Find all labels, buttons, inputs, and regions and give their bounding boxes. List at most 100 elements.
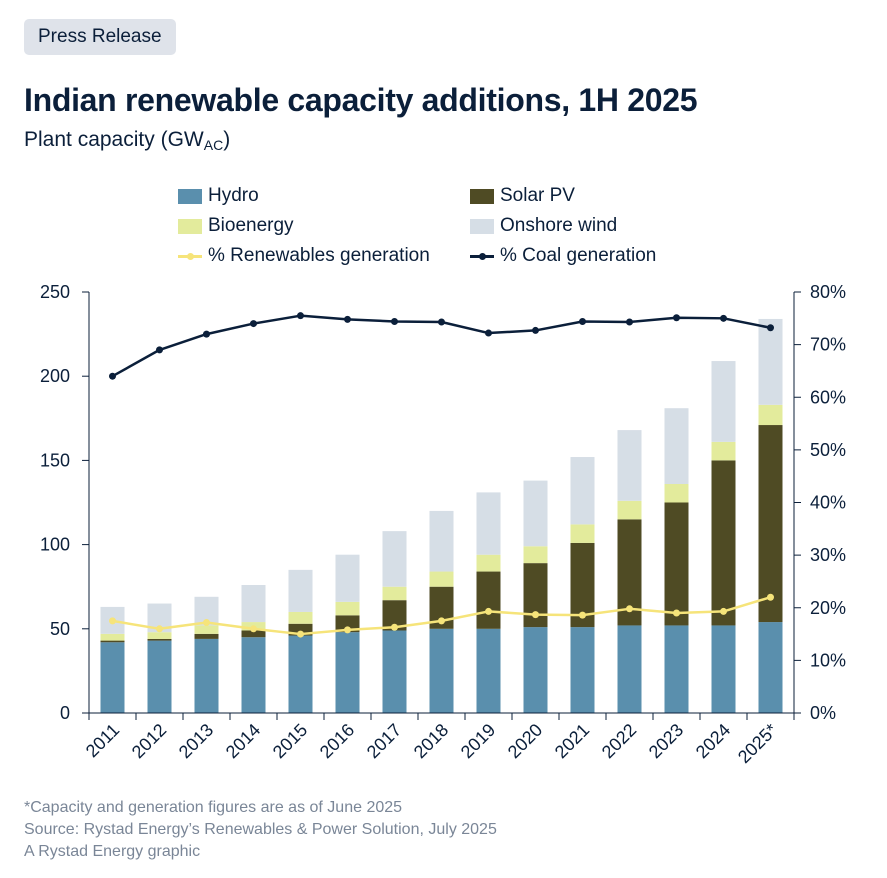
bar-hydro-2017 (382, 630, 407, 713)
bar-solar-2015 (288, 623, 313, 636)
left-tick-label: 0 (60, 703, 70, 723)
point-coal-2023 (673, 314, 680, 322)
x-tick-label: 2011 (82, 720, 124, 762)
bar-bioenergy-2025 (758, 404, 783, 426)
capacity-chart: 0 50 100 150 200 250 0% 10% 20% 30% 40% 50% 60% 70% 80… (40, 282, 846, 767)
bar-solar-2023 (664, 502, 689, 626)
x-tick-label: 2017 (363, 720, 405, 762)
point-renewables-2019 (485, 607, 492, 615)
bar-wind-2021 (570, 457, 595, 525)
bar-bioenergy-2011 (100, 633, 125, 641)
bar-bioenergy-2013 (194, 625, 219, 634)
legend-label-bioenergy: Bioenergy (208, 215, 294, 236)
bar-solar-2013 (194, 633, 219, 639)
x-tick-label: 2023 (645, 720, 687, 762)
bar-wind-2019 (476, 492, 501, 555)
x-tick-label: 2024 (692, 720, 734, 762)
bar-wind-2017 (382, 531, 407, 587)
bar-hydro-2025 (758, 622, 783, 713)
point-renewables-2013 (203, 618, 210, 626)
bar-hydro-2015 (288, 635, 313, 713)
point-coal-2014 (250, 320, 257, 328)
bar-hydro-2020 (523, 627, 548, 713)
point-renewables-2017 (391, 623, 398, 631)
x-tick-label: 2012 (128, 720, 170, 762)
chart-title: Indian renewable capacity additions, 1H … (24, 82, 698, 118)
legend-hydro: Hydro (178, 185, 259, 207)
left-tick-label: 100 (40, 535, 70, 555)
bar-hydro-2021 (570, 627, 595, 713)
legend-coal-line: % Coal generation (470, 245, 656, 267)
x-tick-label: 2020 (504, 720, 546, 762)
bar-solar-2019 (476, 571, 501, 629)
subtitle-subscript: AC (203, 137, 224, 153)
legend-bioenergy: Bioenergy (178, 215, 294, 237)
bar-hydro-2019 (476, 628, 501, 713)
point-coal-2018 (438, 318, 445, 326)
left-tick-label: 50 (50, 619, 70, 639)
bar-wind-2023 (664, 408, 689, 484)
bar-hydro-2022 (617, 625, 642, 713)
left-tick-label: 150 (40, 450, 70, 470)
x-tick-label: 2022 (598, 720, 640, 762)
bar-bioenergy-2023 (664, 483, 689, 503)
bar-hydro-2011 (100, 642, 125, 713)
bar-wind-2020 (523, 480, 548, 547)
legend-solar: Solar PV (470, 185, 575, 207)
bar-hydro-2013 (194, 638, 219, 713)
bar-hydro-2024 (711, 625, 736, 713)
point-renewables-2023 (673, 609, 680, 617)
footer-note: *Capacity and generation figures are as … (24, 799, 403, 816)
chart-subtitle: Plant capacity (GWAC) (24, 128, 230, 153)
x-tick-label: 2019 (457, 720, 499, 762)
footer-source: Source: Rystad Energy’s Renewables & Pow… (24, 821, 497, 838)
legend-wind: Onshore wind (470, 215, 617, 237)
point-renewables-2024 (720, 607, 727, 615)
right-tick-label: 40% (810, 493, 846, 513)
x-tick-label: 2025* (734, 720, 781, 767)
subtitle-end: ) (223, 128, 231, 151)
right-tick-label: 50% (810, 440, 846, 460)
bar-hydro-2012 (147, 640, 172, 713)
bar-hydro-2018 (429, 628, 454, 713)
bar-bioenergy-2020 (523, 546, 548, 564)
legend-swatch-wind (470, 218, 494, 234)
bar-solar-2025 (758, 425, 783, 623)
point-coal-2019 (485, 329, 492, 337)
legend-label-renewables-line: % Renewables generation (208, 245, 430, 266)
bar-wind-2018 (429, 510, 454, 572)
legend-label-coal-line: % Coal generation (500, 245, 657, 266)
point-coal-2021 (579, 317, 586, 325)
chart-footer: *Capacity and generation figures are as … (24, 797, 497, 863)
point-coal-2020 (532, 326, 539, 334)
bar-bioenergy-2012 (147, 632, 172, 639)
x-tick-label: 2021 (551, 720, 593, 762)
bar-solar-2012 (147, 638, 172, 641)
bar-wind-2025 (758, 318, 783, 405)
bar-bioenergy-2017 (382, 586, 407, 601)
x-tick-label: 2018 (410, 720, 452, 762)
bar-solar-2024 (711, 460, 736, 626)
footer-credit: A Rystad Energy graphic (24, 843, 201, 860)
point-coal-2025 (767, 324, 774, 332)
bar-wind-2022 (617, 430, 642, 501)
x-tick-label: 2014 (222, 720, 264, 762)
point-renewables-2025 (767, 593, 774, 601)
legend-swatch-renewables-line (178, 249, 202, 264)
legend-swatch-solar (470, 188, 494, 204)
press-release-badge: Press Release (24, 19, 176, 55)
point-renewables-2011 (109, 617, 116, 625)
point-coal-2022 (626, 318, 633, 326)
point-coal-2013 (203, 330, 210, 338)
right-tick-label: 70% (810, 335, 846, 355)
point-renewables-2012 (156, 625, 163, 633)
bar-solar-2011 (100, 640, 125, 643)
legend-label-hydro: Hydro (208, 185, 259, 206)
right-tick-label: 0% (810, 703, 836, 723)
bar-hydro-2014 (241, 637, 266, 713)
bar-hydro-2023 (664, 625, 689, 713)
point-coal-2012 (156, 346, 163, 354)
x-tick-label: 2013 (175, 720, 217, 762)
bar-bioenergy-2021 (570, 524, 595, 543)
bar-wind-2016 (335, 554, 360, 602)
